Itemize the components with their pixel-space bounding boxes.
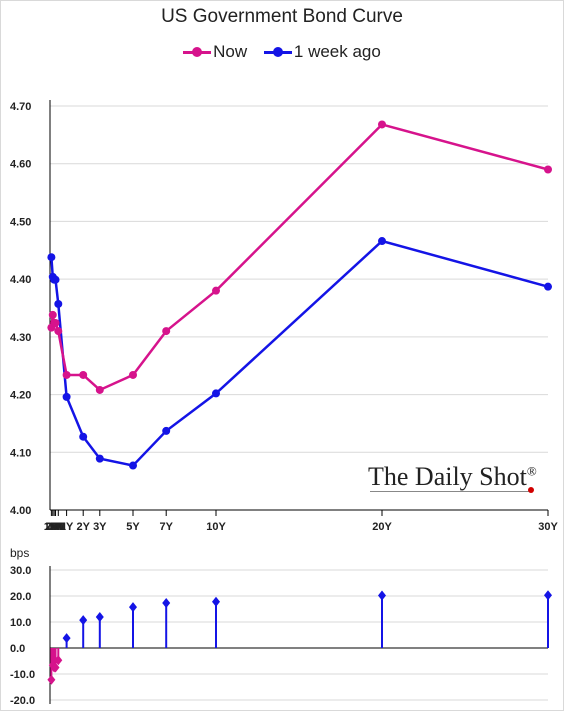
series-point-week: [129, 461, 137, 470]
main-gridlines: [50, 105, 548, 453]
legend: Now 1 week ago: [0, 42, 564, 63]
series-point-now: [212, 286, 220, 295]
series-point-now: [129, 370, 137, 379]
sub-y-tick-label: -10.0: [10, 669, 35, 681]
main-x-tick-label: 6M: [51, 521, 66, 533]
main-x-tick-label: 30Y: [538, 521, 558, 533]
sub-bar-marker: [129, 602, 137, 613]
legend-item-now: Now: [183, 42, 247, 62]
legend-item-week: 1 week ago: [263, 42, 381, 62]
legend-swatch-week: [263, 46, 292, 58]
brand-dot: [528, 487, 534, 493]
sub-bar-marker: [95, 612, 104, 623]
main-x-tick-label: 20Y: [372, 521, 392, 533]
sub-y-tick-label: 0.0: [10, 643, 25, 655]
series-point-week: [95, 454, 104, 463]
main-y-tick-label: 4.20: [10, 390, 31, 402]
main-x-tick-label: 2Y: [76, 521, 90, 533]
series-point-now: [48, 310, 57, 319]
main-y-tick-label: 4.00: [10, 505, 31, 517]
series-line-week: [50, 239, 549, 467]
main-x-tick-label: 2M: [45, 521, 60, 533]
sub-bar-marker: [54, 655, 63, 666]
main-y-tick-label: 4.40: [10, 274, 31, 286]
series-point-now: [162, 327, 171, 336]
series-point-week: [54, 299, 63, 308]
series-point-week: [51, 275, 60, 284]
main-y-tick-label: 4.10: [10, 447, 31, 459]
sub-axes: [49, 566, 548, 704]
brand-logo: The Daily Shot®: [368, 462, 537, 492]
series-point-now: [378, 120, 386, 129]
series-line-now: [50, 123, 549, 392]
series-point-week: [378, 237, 386, 246]
series-point-now: [62, 370, 71, 379]
main-y-tick-label: 4.30: [10, 332, 31, 344]
sub-y-tick-labels: 30.0 20.0 10.0 0.0 -10.0 -20.0: [10, 565, 35, 707]
sub-y-tick-label: -20.0: [10, 695, 35, 707]
sub-y-tick-label: 30.0: [10, 565, 31, 577]
sub-bar-marker: [162, 598, 171, 609]
series-point-now: [95, 385, 104, 394]
brand-text: The Daily Shot: [368, 462, 527, 491]
sub-gridlines: [50, 569, 548, 701]
legend-swatch-now: [183, 46, 212, 58]
series-point-now: [544, 165, 552, 174]
main-x-tick-label: 3M: [47, 521, 62, 533]
sub-y-axis-label: bps: [10, 546, 29, 560]
series-point-week: [47, 253, 56, 262]
sub-bar-marker: [62, 633, 71, 644]
main-x-tick-label: 10Y: [206, 521, 226, 533]
sub-bar-marker: [212, 596, 220, 607]
series-point-week: [544, 282, 552, 291]
series-point-now: [79, 370, 88, 379]
series-point-week: [162, 426, 171, 435]
sub-bars: [47, 590, 552, 685]
main-axes: [49, 100, 549, 516]
sub-bar-marker: [47, 674, 56, 685]
main-x-tick-label: 1M: [44, 521, 59, 533]
series-point-now: [54, 327, 63, 336]
legend-label-now: Now: [213, 42, 248, 61]
main-series: [47, 120, 552, 470]
main-x-tick-label: 5Y: [126, 521, 140, 533]
sub-bar-marker: [544, 590, 552, 601]
legend-label-week: 1 week ago: [293, 42, 381, 61]
sub-y-tick-label: 10.0: [10, 617, 31, 629]
main-y-tick-labels: 4.00 4.10 4.20 4.30 4.40 4.50 4.60 4.70: [10, 101, 31, 517]
sub-bar-marker: [51, 662, 60, 673]
main-x-tick-label: 3Y: [93, 521, 107, 533]
main-x-tick-label: 7Y: [159, 521, 173, 533]
main-x-tick-label: 4M: [48, 521, 63, 533]
sub-bar-marker: [79, 615, 88, 626]
brand-underline: [370, 491, 530, 492]
chart-title: US Government Bond Curve: [161, 6, 403, 27]
series-point-now: [51, 319, 60, 328]
series-point-week: [79, 432, 88, 441]
sub-y-tick-label: 20.0: [10, 591, 31, 603]
main-y-tick-label: 4.60: [10, 159, 31, 171]
main-y-tick-label: 4.70: [10, 101, 31, 113]
main-y-tick-label: 4.50: [10, 216, 31, 228]
series-point-week: [62, 392, 71, 401]
series-point-week: [212, 389, 220, 398]
brand-registered-mark: ®: [526, 463, 537, 479]
main-x-tick-label: 1Y: [60, 521, 74, 533]
sub-bar-marker: [378, 590, 386, 601]
